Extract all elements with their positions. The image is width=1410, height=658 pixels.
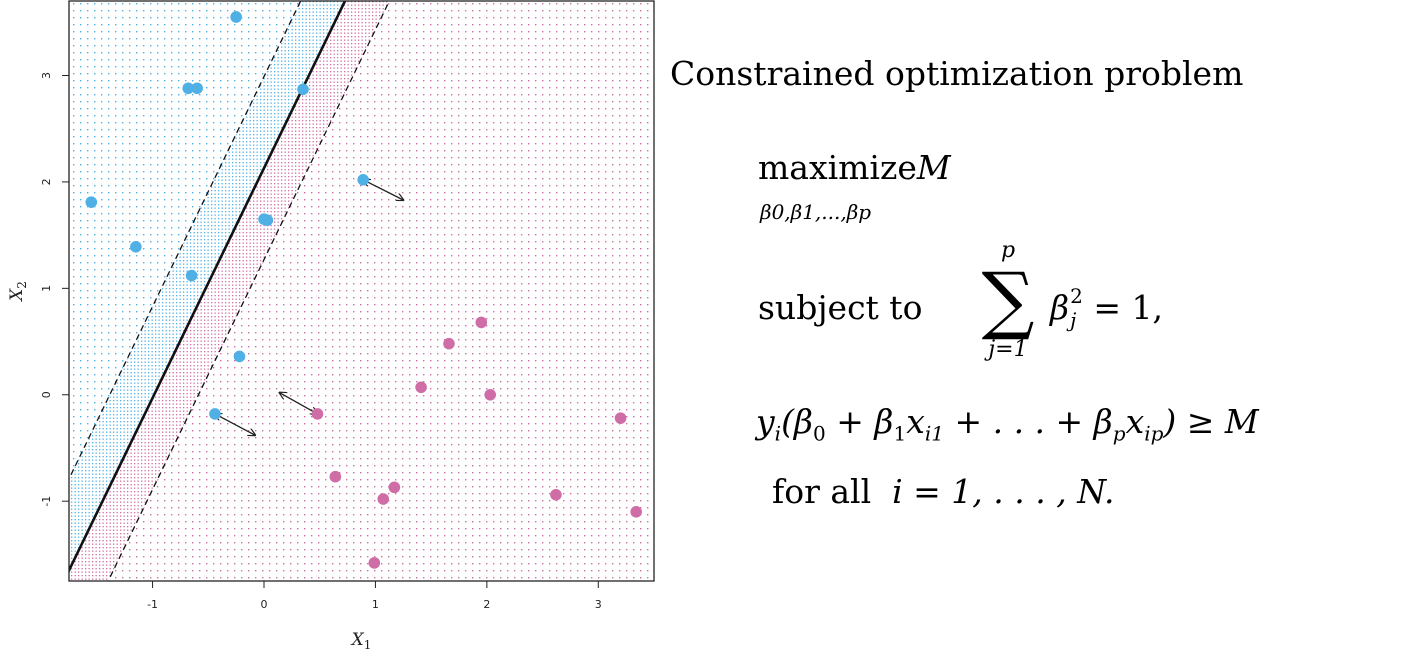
xp-symbol: x	[1125, 402, 1145, 441]
pink-point	[377, 493, 390, 505]
margin-arrow	[215, 414, 255, 435]
for-all-label: for all	[772, 472, 872, 511]
x1-symbol: x	[906, 402, 925, 441]
x-tick-label: -1	[147, 598, 158, 611]
blue-point	[130, 241, 142, 253]
bp-sub: p	[1112, 421, 1126, 446]
sum-beta: β	[1050, 288, 1070, 327]
blue-point	[233, 350, 246, 363]
pink-point	[475, 316, 488, 329]
formula-heading: Constrained optimization problem	[670, 54, 1244, 93]
y-tick-label: -1	[40, 496, 53, 507]
summation: p ∑ j=1	[968, 238, 1048, 362]
margin-constraint: yi(β0 + β1xi1 + . . . + βpxip) ≥ M	[756, 402, 1259, 446]
pink-point	[329, 470, 342, 483]
y-tick-label: 3	[40, 72, 53, 79]
margin-arrow	[363, 180, 403, 200]
maximize-subscript: β0,β1,...,βp	[760, 200, 872, 224]
for-all-expression: i = 1, . . . , N.	[892, 472, 1115, 511]
x-tick-label: 2	[483, 598, 490, 611]
objective-symbol: M	[916, 148, 951, 187]
sum-exponent: 2	[1070, 284, 1083, 308]
blue-point	[209, 408, 221, 420]
b1-sub: 1	[893, 421, 907, 446]
x-axis-title: X1	[350, 630, 372, 652]
data-points	[85, 11, 642, 569]
pink-point	[311, 408, 324, 420]
pink-point	[415, 381, 427, 394]
blue-point	[297, 83, 309, 96]
y-tick-label: 0	[40, 391, 53, 398]
blue-point	[185, 269, 198, 282]
y-tick-label: 1	[40, 285, 53, 292]
svm-margin-plot: -1 0 1 2 3 -1 0 1 2 3 X1 X2	[7, 0, 655, 652]
x-tick-label: 1	[372, 598, 379, 611]
sum-upper-limit: p	[1000, 238, 1016, 263]
for-all-line: for all i = 1, . . . , N.	[772, 472, 1114, 511]
y-sub: i	[774, 421, 782, 446]
blue-point	[191, 82, 203, 95]
separating-hyperplane	[69, 1, 347, 574]
blue-point	[182, 82, 195, 95]
sum-lower-limit: j=1	[988, 337, 1028, 362]
blue-point	[357, 173, 369, 186]
plus-beta1: + β	[825, 402, 894, 441]
xp-sub: ip	[1144, 421, 1164, 446]
axes: -1 0 1 2 3 -1 0 1 2 3 X1 X2	[7, 72, 602, 652]
pink-point	[484, 388, 497, 401]
subject-to-label: subject to	[758, 288, 923, 327]
pink-point	[550, 488, 562, 501]
class-regions	[69, 1, 654, 581]
sum-rhs: = 1,	[1093, 288, 1163, 327]
pink-point	[614, 412, 627, 424]
blue-point	[85, 196, 98, 208]
margin-arrow	[280, 393, 318, 414]
pink-point	[443, 337, 455, 350]
x-tick-label: 3	[595, 598, 602, 611]
maximize-label: maximize	[758, 148, 917, 187]
open-beta0: (β	[781, 402, 814, 441]
pink-margin-band	[69, 1, 390, 581]
margin-arrows	[215, 180, 403, 435]
pink-point	[630, 506, 642, 518]
x-tick-label: 0	[261, 598, 268, 611]
x1-sub: i1	[924, 421, 944, 446]
blue-point	[261, 214, 274, 227]
y-tick-label: 2	[40, 178, 53, 185]
dots-betap: + . . . + β	[943, 402, 1113, 441]
sum-index: j	[1070, 308, 1077, 332]
boundary-lines	[69, 1, 391, 581]
sum-symbol-icon: ∑	[981, 257, 1035, 343]
blue-point	[230, 11, 242, 23]
close-geq-m: ) ≥ M	[1163, 402, 1259, 441]
optimization-formula: Constrained optimization problem maximiz…	[660, 40, 1400, 560]
plot-frame	[68, 0, 655, 582]
y-symbol: y	[756, 402, 775, 441]
pink-point	[388, 481, 401, 494]
maximize-line: maximizeM	[758, 148, 951, 187]
b0-sub: 0	[813, 421, 826, 446]
pink-point	[368, 557, 381, 569]
y-axis-title: X2	[7, 281, 29, 303]
